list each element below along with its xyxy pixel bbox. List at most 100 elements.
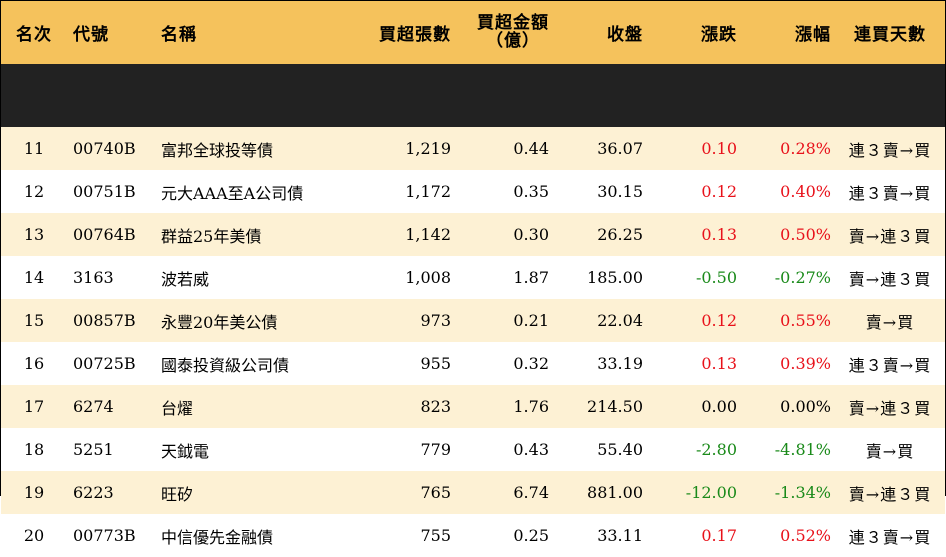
cell-days: 賣→連３買 — [848, 398, 932, 418]
cell-days: 賣→買 — [865, 441, 915, 461]
cell-close: 185.00 — [587, 268, 643, 287]
header-close: 收盤 — [607, 25, 643, 45]
cell-volume: 1,172 — [405, 182, 451, 201]
cell-rank: 18 — [23, 440, 45, 459]
cell-rank: 19 — [23, 483, 45, 502]
cell-close: 214.50 — [587, 397, 643, 416]
cell-volume: 973 — [420, 311, 451, 330]
cell-amount: 0.21 — [513, 311, 549, 330]
header-amount: 買超金額 （億） — [459, 1, 553, 64]
cell-close: 33.19 — [597, 354, 643, 373]
cell-volume: 1,219 — [405, 139, 451, 158]
cell-days: 賣→買 — [865, 312, 915, 332]
cell-days: 連３賣→買 — [848, 527, 932, 547]
cell-code: 00857B — [73, 311, 136, 330]
table-row: 15 00857B 永豐20年美公債 973 0.21 22.04 0.12 0.55% 賣→買 — [1, 299, 945, 342]
cell-pct: -4.81% — [774, 440, 831, 459]
cell-close: 881.00 — [587, 483, 643, 502]
cell-amount: 0.44 — [513, 139, 549, 158]
cell-name: 永豐20年美公債 — [161, 312, 278, 332]
table-row: 20 00773B 中信優先金融債 755 0.25 33.11 0.17 0.52% 連３賣→… — [1, 514, 945, 557]
cell-change: -12.00 — [685, 483, 737, 502]
cell-change: 0.10 — [701, 139, 737, 158]
cell-volume: 755 — [420, 526, 451, 545]
header-pct: 漲幅 — [795, 25, 831, 45]
header-amount-line1: 買超金額 — [477, 13, 549, 33]
header-code: 代號 — [73, 25, 109, 45]
cell-code: 00764B — [73, 225, 136, 244]
cell-change: 0.13 — [701, 225, 737, 244]
cell-amount: 0.30 — [513, 225, 549, 244]
table-header-row: 名次 代號 名稱 買超張數 買超金額 （億） 收盤 漲跌 漲幅 連買天數 — [1, 1, 945, 64]
cell-days: 賣→連３買 — [848, 484, 932, 504]
cell-rank: 11 — [23, 139, 45, 158]
cell-pct: 0.55% — [780, 311, 831, 330]
cell-close: 30.15 — [597, 182, 643, 201]
cell-days: 連３賣→買 — [848, 355, 932, 375]
cell-name: 台燿 — [161, 398, 194, 418]
cell-rank: 15 — [23, 311, 45, 330]
cell-pct: 0.40% — [780, 182, 831, 201]
cell-name: 旺矽 — [161, 484, 194, 504]
cell-pct: 0.39% — [780, 354, 831, 373]
cell-close: 36.07 — [597, 139, 643, 158]
cell-rank: 16 — [23, 354, 45, 373]
cell-name: 群益25年美債 — [161, 226, 262, 246]
cell-code: 6274 — [73, 397, 114, 416]
cell-pct: 0.00% — [780, 397, 831, 416]
cell-volume: 779 — [420, 440, 451, 459]
cell-code: 00751B — [73, 182, 136, 201]
header-change: 漲跌 — [701, 25, 737, 45]
cell-days: 賣→連３買 — [848, 269, 932, 289]
cell-amount: 0.32 — [513, 354, 549, 373]
header-rank: 名次 — [16, 25, 52, 45]
cell-amount: 0.35 — [513, 182, 549, 201]
cell-days: 連３賣→買 — [848, 140, 932, 160]
cell-rank: 20 — [23, 526, 45, 545]
cell-code: 3163 — [73, 268, 114, 287]
cell-amount: 1.76 — [513, 397, 549, 416]
cell-change: 0.17 — [701, 526, 737, 545]
cell-change: 0.13 — [701, 354, 737, 373]
cell-pct: 0.28% — [780, 139, 831, 158]
cell-name: 國泰投資級公司債 — [161, 355, 290, 375]
cell-volume: 1,008 — [405, 268, 451, 287]
header-volume: 買超張數 — [379, 25, 451, 45]
cell-amount: 0.43 — [513, 440, 549, 459]
table-row: 16 00725B 國泰投資級公司債 955 0.32 33.19 0.13 0.39% 連３賣… — [1, 342, 945, 385]
cell-volume: 955 — [420, 354, 451, 373]
header-amount-line2: （億） — [486, 31, 540, 51]
cell-close: 22.04 — [597, 311, 643, 330]
table-row: 19 6223 旺矽 765 6.74 881.00 -12.00 -1.34% 賣→連３買 — [1, 471, 945, 514]
table-row: 14 3163 波若威 1,008 1.87 185.00 -0.50 -0.27% 賣→連３買 — [1, 256, 945, 299]
cell-name: 天鉞電 — [161, 441, 210, 461]
cell-name: 中信優先金融債 — [161, 527, 274, 547]
header-divider-line — [1, 64, 945, 127]
header-days: 連買天數 — [854, 25, 926, 45]
cell-code: 5251 — [73, 440, 114, 459]
cell-pct: 0.50% — [780, 225, 831, 244]
table-row: 13 00764B 群益25年美債 1,142 0.30 26.25 0.13 0.50% 賣→… — [1, 213, 945, 256]
table-row: 12 00751B 元大AAA至A公司債 1,172 0.35 30.15 0.12 0.40… — [1, 170, 945, 213]
cell-pct: -1.34% — [774, 483, 831, 502]
cell-pct: 0.52% — [780, 526, 831, 545]
cell-rank: 14 — [23, 268, 45, 287]
cell-change: -0.50 — [695, 268, 737, 287]
cell-code: 00773B — [73, 526, 136, 545]
cell-name: 富邦全球投等債 — [161, 140, 274, 160]
cell-close: 33.11 — [597, 526, 643, 545]
cell-pct: -0.27% — [774, 268, 831, 287]
cell-change: -2.80 — [695, 440, 737, 459]
cell-days: 賣→連３買 — [848, 226, 932, 246]
header-divider — [1, 64, 945, 127]
cell-code: 00725B — [73, 354, 136, 373]
cell-name: 元大AAA至A公司債 — [161, 183, 304, 203]
cell-code: 6223 — [73, 483, 114, 502]
cell-change: 0.00 — [701, 397, 737, 416]
cell-amount: 1.87 — [513, 268, 549, 287]
cell-name: 波若威 — [161, 269, 210, 289]
table-body: 11 00740B 富邦全球投等債 1,219 0.44 36.07 0.10 0.28% 連３… — [1, 127, 945, 557]
cell-days: 連３賣→買 — [848, 183, 932, 203]
cell-volume: 765 — [420, 483, 451, 502]
